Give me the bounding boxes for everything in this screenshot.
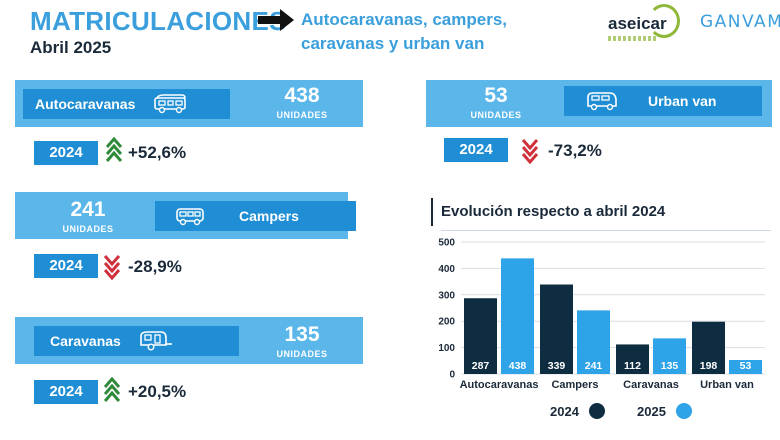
bar-2025-caravanas [653,338,686,374]
x-tick-label: Urban van [700,379,754,391]
report-date: Abril 2025 [30,38,112,57]
motorhome-icon [154,94,188,114]
logo-tagline-icon [608,36,658,41]
trend-down-icon [522,136,538,164]
x-tick-label: Autocaravanas [460,379,539,391]
data-label: 198 [700,360,718,372]
caravanas-year: 2024 [34,380,98,404]
headline: Autocaravanas, campers, caravanas y urba… [301,8,551,56]
urban-van-change: -73,2% [548,141,602,160]
y-tick-label: 100 [438,343,455,354]
headline-line-2: caravanas y urban van [301,34,485,53]
legend-label-2024: 2024 [550,403,579,419]
trend-down-icon [104,252,120,280]
data-label: 112 [624,360,641,372]
urban-van-label-box: Urban van [564,86,762,116]
y-tick-label: 0 [449,370,455,381]
caravan-icon [139,330,173,352]
camper-icon [175,206,205,226]
legend-item-2024: 2024 [550,403,605,419]
autocaravanas-label-box: Autocaravanas [23,89,230,119]
campers-label-box: Campers [155,201,356,231]
legend-swatch-2025 [675,403,692,419]
autocaravanas-label: Autocaravanas [35,96,136,112]
bar-2024-campers [540,284,573,374]
urban-van-unit: UNIDADES [470,110,522,120]
page-title: MATRICULACIONES [30,6,287,36]
x-tick-label: Caravanas [623,379,679,391]
y-tick-label: 400 [438,264,455,275]
data-label: 339 [548,360,566,372]
headline-line-1: Autocaravanas, campers, [301,10,507,29]
caravanas-label-box: Caravanas [34,326,239,356]
urban-van-label: Urban van [648,93,717,109]
chart-title-divider [441,230,771,231]
data-label: 438 [509,360,527,372]
x-tick-label: Campers [551,379,598,391]
data-label: 287 [472,360,490,372]
bar-2025-autocaravanas [501,258,534,374]
campers-label: Campers [239,208,299,224]
caravanas-label: Caravanas [50,333,121,349]
data-label: 135 [661,360,679,372]
aseicar-logo-text: aseicar [608,14,667,33]
arrow-right-icon [258,9,294,31]
legend-label-2025: 2025 [637,403,666,419]
caravanas-value: 135 [284,323,320,346]
bar-2024-autocaravanas [464,298,497,374]
legend-item-2025: 2025 [637,403,692,419]
bar-2024-caravanas [616,344,649,374]
urban-van-year: 2024 [444,138,508,162]
bar-2025-campers [577,310,610,374]
aseicar-logo: aseicar [608,4,680,46]
campers-value: 241 [70,198,106,221]
autocaravanas-value: 438 [284,84,320,107]
caravanas-unit: UNIDADES [276,349,328,359]
autocaravanas-year: 2024 [34,141,98,165]
y-tick-label: 300 [438,290,455,301]
data-label: 241 [585,360,603,372]
campers-unit: UNIDADES [62,224,114,234]
autocaravanas-unit: UNIDADES [276,110,328,120]
logo-ring-icon [648,4,680,38]
autocaravanas-change: +52,6% [128,143,187,162]
bar-2025-urban-van [729,360,762,374]
y-tick-label: 200 [438,317,455,328]
y-tick-label: 500 [438,238,455,249]
urban-van-value: 53 [484,84,508,107]
bar-2024-urban-van [692,321,725,374]
caravanas-change: +20,5% [128,382,187,401]
chart-title: Evolución respecto a abril 2024 [441,203,666,220]
chart-title-accent [431,198,433,226]
data-label: 53 [740,360,752,372]
evolution-bar-chart: 0 100 200 300 400 500 287 438 Autocaravanas 339 24… [438,238,765,391]
campers-year: 2024 [34,254,98,278]
legend-swatch-2024 [588,403,605,419]
ganvam-logo: GANVAM [700,12,780,32]
campers-change: -28,9% [128,257,182,276]
trend-up-icon [104,377,120,405]
trend-up-icon [106,137,122,165]
van-icon [586,91,618,111]
